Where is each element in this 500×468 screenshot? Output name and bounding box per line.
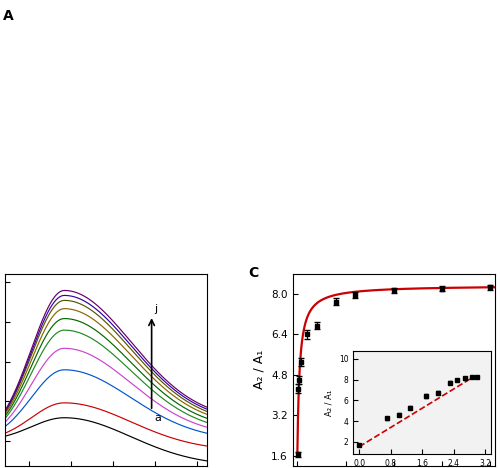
Text: a: a (154, 413, 162, 423)
Y-axis label: A₂ / A₁: A₂ / A₁ (252, 350, 266, 389)
Text: j: j (154, 304, 158, 314)
Text: A: A (2, 9, 14, 23)
Text: C: C (248, 266, 258, 280)
